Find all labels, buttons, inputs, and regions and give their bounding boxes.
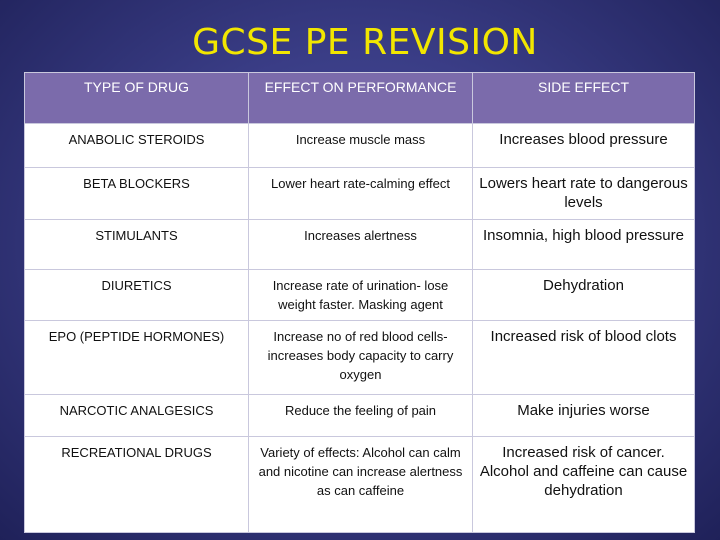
table-row: ANABOLIC STEROIDS Increase muscle mass I…: [24, 123, 695, 168]
side-effect-cell: Increased risk of cancer. Alcohol and ca…: [472, 436, 695, 533]
table-row: EPO (PEPTIDE HORMONES) Increase no of re…: [24, 320, 695, 395]
drug-type-cell: RECREATIONAL DRUGS: [24, 436, 249, 533]
table-header-row: TYPE OF DRUG EFFECT ON PERFORMANCE SIDE …: [24, 72, 695, 124]
header-type-of-drug: TYPE OF DRUG: [24, 72, 249, 124]
table-row: RECREATIONAL DRUGS Variety of effects: A…: [24, 436, 695, 533]
table-row: STIMULANTS Increases alertness Insomnia,…: [24, 219, 695, 270]
effect-cell: Variety of effects: Alcohol can calm and…: [248, 436, 473, 533]
effect-cell: Reduce the feeling of pain: [248, 394, 473, 437]
drug-type-cell: ANABOLIC STEROIDS: [24, 123, 249, 168]
drug-type-cell: STIMULANTS: [24, 219, 249, 270]
drug-type-cell: NARCOTIC ANALGESICS: [24, 394, 249, 437]
header-side-effect: SIDE EFFECT: [472, 72, 695, 124]
drug-type-cell: DIURETICS: [24, 269, 249, 321]
effect-cell: Increase rate of urination- lose weight …: [248, 269, 473, 321]
effect-cell: Increases alertness: [248, 219, 473, 270]
side-effect-cell: Dehydration: [472, 269, 695, 321]
table-row: BETA BLOCKERS Lower heart rate-calming e…: [24, 167, 695, 220]
effect-cell: Lower heart rate-calming effect: [248, 167, 473, 220]
side-effect-cell: Make injuries worse: [472, 394, 695, 437]
drug-type-cell: EPO (PEPTIDE HORMONES): [24, 320, 249, 395]
side-effect-cell: Lowers heart rate to dangerous levels: [472, 167, 695, 220]
effect-cell: Increase muscle mass: [248, 123, 473, 168]
effect-cell: Increase no of red blood cells- increase…: [248, 320, 473, 395]
side-effect-cell: Increases blood pressure: [472, 123, 695, 168]
header-effect-on-performance: EFFECT ON PERFORMANCE: [248, 72, 473, 124]
slide-title: GCSE PE REVISION: [192, 22, 538, 63]
drug-table: TYPE OF DRUG EFFECT ON PERFORMANCE SIDE …: [24, 72, 695, 533]
drug-type-cell: BETA BLOCKERS: [24, 167, 249, 220]
table-row: NARCOTIC ANALGESICS Reduce the feeling o…: [24, 394, 695, 437]
side-effect-cell: Insomnia, high blood pressure: [472, 219, 695, 270]
side-effect-cell: Increased risk of blood clots: [472, 320, 695, 395]
table-row: DIURETICS Increase rate of urination- lo…: [24, 269, 695, 321]
